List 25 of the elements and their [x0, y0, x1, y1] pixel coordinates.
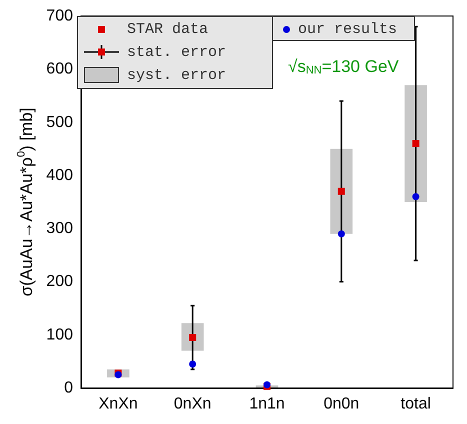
annotation: stat. error [127, 44, 226, 60]
point [412, 140, 420, 148]
x-tick-label: 0nXn [174, 396, 212, 412]
legend-label: syst. error [127, 66, 226, 84]
y-tick-label: 600 [46, 60, 74, 78]
point [412, 193, 420, 200]
y-tick-label: 400 [46, 166, 74, 184]
legend-label: STAR data [127, 20, 208, 38]
x-tick-label: XnXn [98, 396, 138, 412]
x-tick-label: 0n0n [324, 396, 360, 412]
y-tick-label: 500 [46, 114, 74, 131]
legend-panel: our results [272, 16, 415, 41]
bar [404, 85, 427, 202]
y-axis-title: σ(AuAu→Au*Au*ρ0) [mb] [16, 108, 36, 296]
point [338, 188, 345, 195]
y-tick-label: 200 [46, 273, 74, 290]
y-tick-label: 700 [46, 8, 74, 24]
legend-label: our results [298, 20, 398, 38]
x-tick-label: 1n1n [249, 396, 285, 412]
y-tick-label: 100 [46, 326, 74, 344]
point [338, 230, 345, 238]
x-tick-label: total [400, 396, 431, 412]
point [189, 360, 196, 368]
y-tick-label: 300 [46, 220, 74, 238]
y-tick-label: 0 [64, 380, 74, 396]
